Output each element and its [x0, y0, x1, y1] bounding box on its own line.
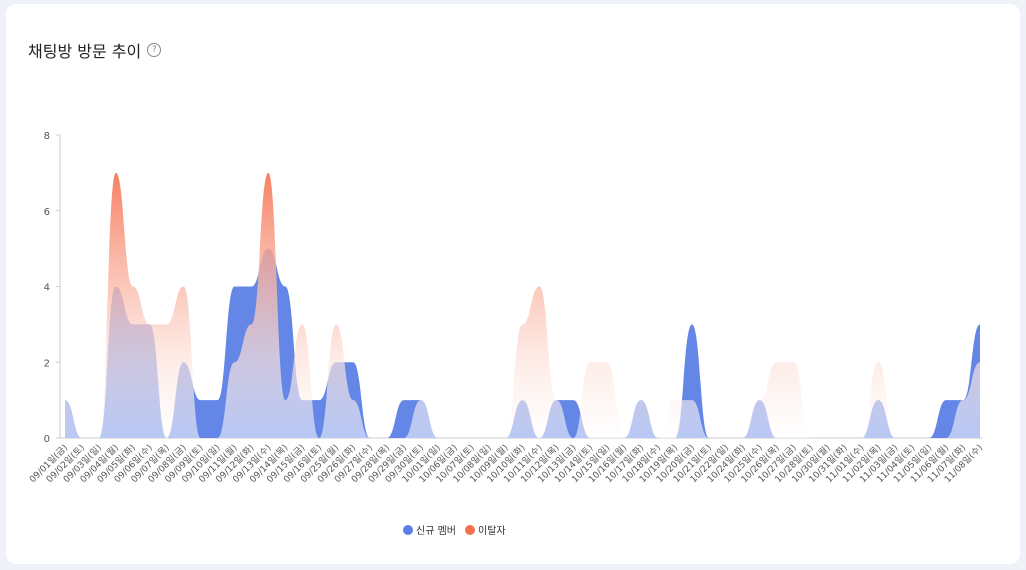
title-row: 채팅방 방문 추이 ? [28, 38, 162, 62]
y-tick-label: 2 [44, 358, 50, 369]
chart-title: 채팅방 방문 추이 [28, 42, 142, 61]
help-icon[interactable]: ? [147, 43, 162, 57]
y-tick-label: 6 [44, 207, 50, 218]
legend-label: 신규 멤버 [416, 525, 456, 537]
legend-swatch [403, 525, 413, 535]
y-tick-label: 4 [44, 283, 50, 294]
y-tick-label: 0 [44, 434, 50, 445]
card: 채팅방 방문 추이 ? [6, 4, 1020, 564]
legend-label: 이탈자 [478, 524, 506, 537]
y-tick-label: 8 [44, 131, 50, 142]
legend-swatch [465, 525, 475, 535]
series-area [65, 172, 980, 438]
